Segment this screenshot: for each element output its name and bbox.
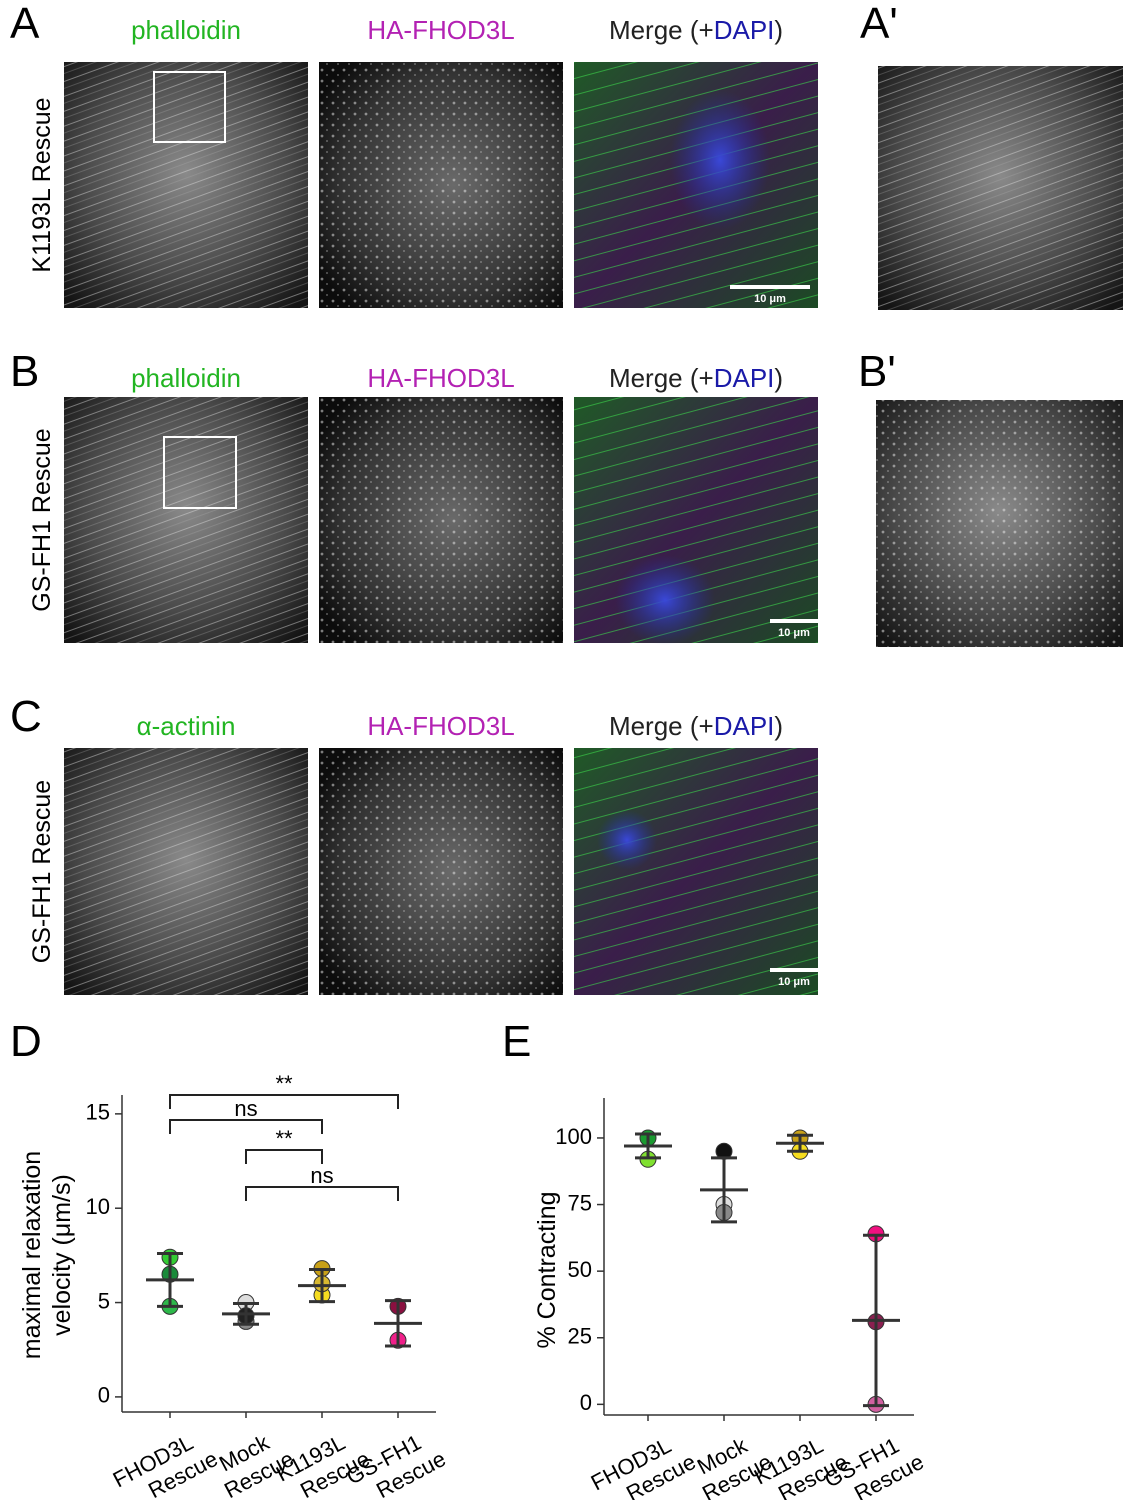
header-part: DAPI — [714, 711, 775, 741]
y-tick-label: 0 — [98, 1383, 110, 1408]
y-axis-label: % Contracting — [533, 1191, 561, 1348]
y-tick-label: 50 — [568, 1257, 592, 1282]
header-part: ) — [774, 15, 783, 45]
nucleus — [597, 810, 657, 870]
inset-texture — [876, 400, 1123, 647]
significance-bracket — [245, 1149, 323, 1164]
scale-bar-label: 10 μm — [778, 627, 810, 639]
header-part: Merge (+ — [609, 15, 714, 45]
panel-label: C — [10, 692, 42, 741]
row-label: GS-FH1 Rescue — [28, 428, 56, 611]
column-header: α-actinin — [137, 711, 236, 741]
significance-label: ns — [234, 1096, 257, 1121]
column-header: Merge (+DAPI) — [609, 711, 783, 741]
micrographs — [64, 62, 1123, 995]
panel-label: B — [10, 347, 39, 396]
micrograph-texture — [64, 62, 308, 308]
micrograph-texture — [64, 397, 308, 643]
micrograph-texture — [319, 397, 563, 643]
inset-box — [163, 436, 237, 509]
y-tick-label: 25 — [568, 1324, 592, 1349]
row-label: K1193L Rescue — [28, 97, 56, 272]
row-label: GS-FH1 Rescue — [28, 780, 56, 963]
panel-label: D — [10, 1017, 42, 1066]
significance-bracket — [245, 1186, 399, 1201]
micrograph-texture — [64, 748, 308, 995]
column-header: phalloidin — [131, 363, 241, 393]
significance-label: ns — [310, 1163, 333, 1188]
header-part: DAPI — [714, 363, 775, 393]
micrograph-texture — [319, 62, 563, 308]
column-header: HA-FHOD3L — [367, 363, 514, 393]
x-tick-label: GS-FH1Rescue — [342, 1423, 450, 1500]
significance-label: ** — [275, 1126, 293, 1151]
nucleus — [615, 555, 715, 645]
y-axis-label-line: velocity (μm/s) — [48, 1174, 76, 1336]
column-header: Merge (+DAPI) — [609, 363, 783, 393]
scale-bar-label: 10 μm — [754, 293, 786, 305]
y-axis-label: maximal relaxationvelocity (μm/s) — [18, 1151, 76, 1359]
micrograph-texture — [319, 748, 563, 995]
header-part: ) — [774, 363, 783, 393]
x-tick-label: GS-FH1Rescue — [820, 1426, 928, 1500]
inset-texture — [878, 66, 1123, 310]
x-tick-label: FHOD3LRescue — [587, 1426, 700, 1500]
header-part: DAPI — [714, 15, 775, 45]
inset-box — [153, 71, 226, 143]
header-part: ) — [774, 711, 783, 741]
column-header: HA-FHOD3L — [367, 711, 514, 741]
y-tick-label: 75 — [568, 1190, 592, 1215]
significance-bracket — [169, 1094, 399, 1109]
header-part: Merge (+ — [609, 711, 714, 741]
header-part: Merge (+ — [609, 363, 714, 393]
column-header: phalloidin — [131, 15, 241, 45]
scale-bar-label: 10 μm — [778, 976, 810, 988]
y-tick-label: 100 — [555, 1124, 592, 1149]
y-axis-label-line: maximal relaxation — [18, 1151, 46, 1359]
inset-label: B' — [858, 347, 896, 396]
significance-label: ** — [275, 1071, 293, 1096]
inset-label: A' — [860, 0, 898, 48]
panel-label: A — [10, 0, 40, 48]
significance-bracket — [169, 1119, 323, 1134]
panel-label: E — [502, 1017, 531, 1066]
y-tick-label: 5 — [98, 1288, 110, 1313]
column-header: Merge (+DAPI) — [609, 15, 783, 45]
micrograph-texture — [574, 748, 818, 995]
labels: A K1193L Rescue phalloidin HA-FHOD3L Merge (… — [10, 0, 898, 988]
y-tick-label: 10 — [86, 1194, 110, 1219]
y-tick-label: 15 — [86, 1100, 110, 1125]
y-axis-label-line: % Contracting — [533, 1191, 561, 1348]
y-tick-label: 0 — [580, 1390, 592, 1415]
nucleus — [670, 90, 770, 230]
column-header: HA-FHOD3L — [367, 15, 514, 45]
x-tick-label: FHOD3LRescue — [109, 1423, 222, 1500]
